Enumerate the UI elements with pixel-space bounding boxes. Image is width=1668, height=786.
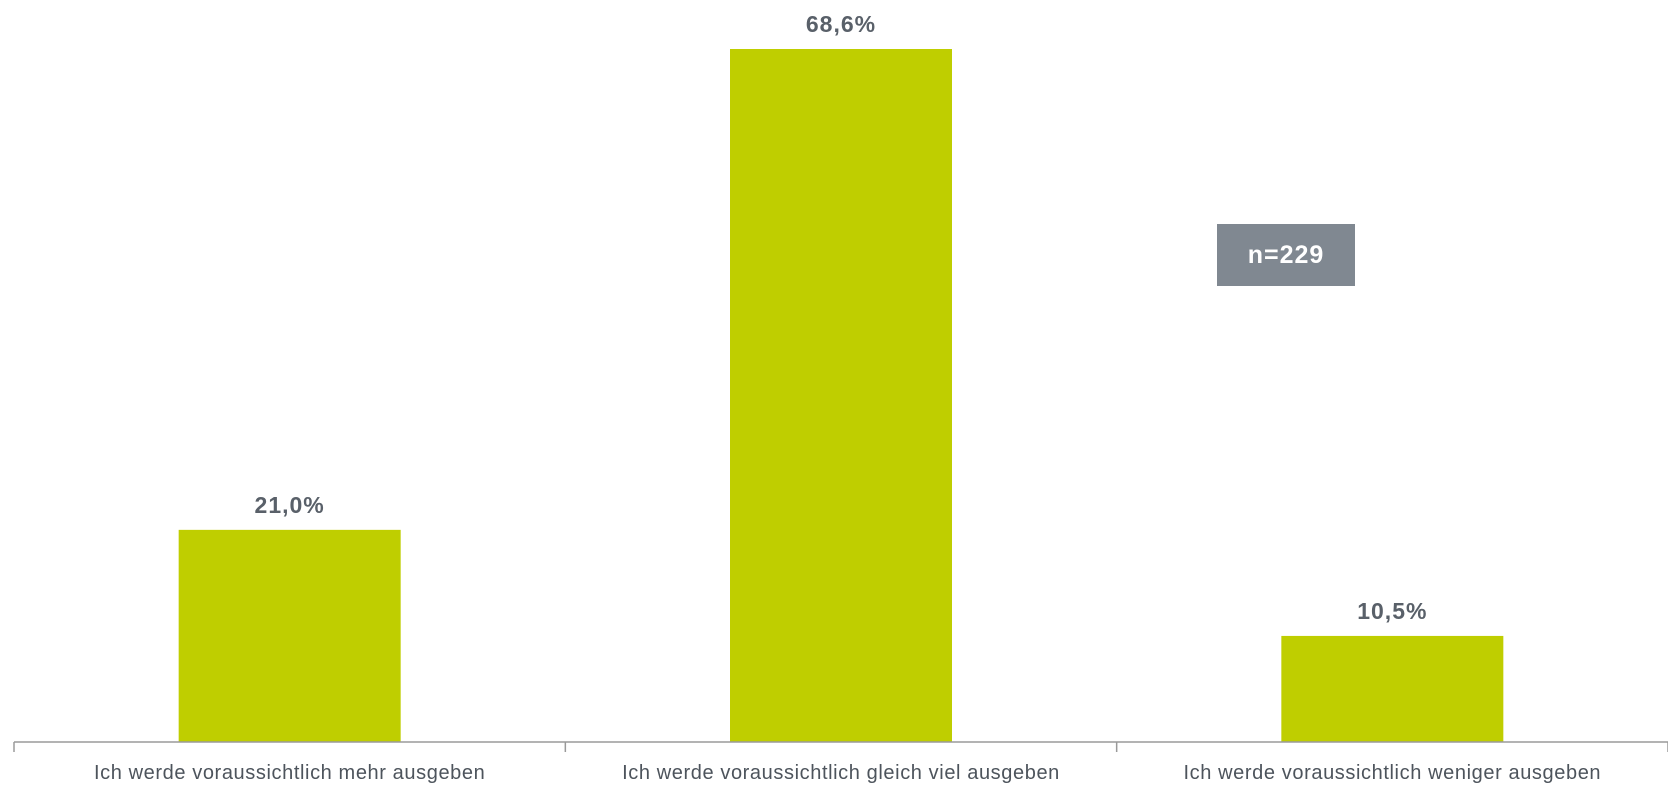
bar [178, 529, 401, 742]
bar [730, 49, 952, 742]
value-labels-group: 21,0% 68,6% 10,5% [255, 11, 1427, 624]
bar-value-label: 10,5% [1357, 598, 1427, 624]
category-label: Ich werde voraussichtlich mehr ausgeben [94, 762, 485, 784]
x-axis-ticks [13, 742, 1668, 752]
bar-value-label: 21,0% [255, 492, 325, 518]
bar [1281, 635, 1504, 742]
bar-value-label: 68,6% [806, 11, 876, 37]
sample-size-badge: n=229 [1217, 224, 1355, 286]
category-label: Ich werde voraussichtlich weniger ausgeb… [1184, 762, 1602, 784]
bars-group [178, 49, 1504, 742]
category-labels-group: Ich werde voraussichtlich mehr ausgeben I… [94, 762, 1601, 784]
category-label: Ich werde voraussichtlich gleich viel au… [622, 762, 1060, 784]
